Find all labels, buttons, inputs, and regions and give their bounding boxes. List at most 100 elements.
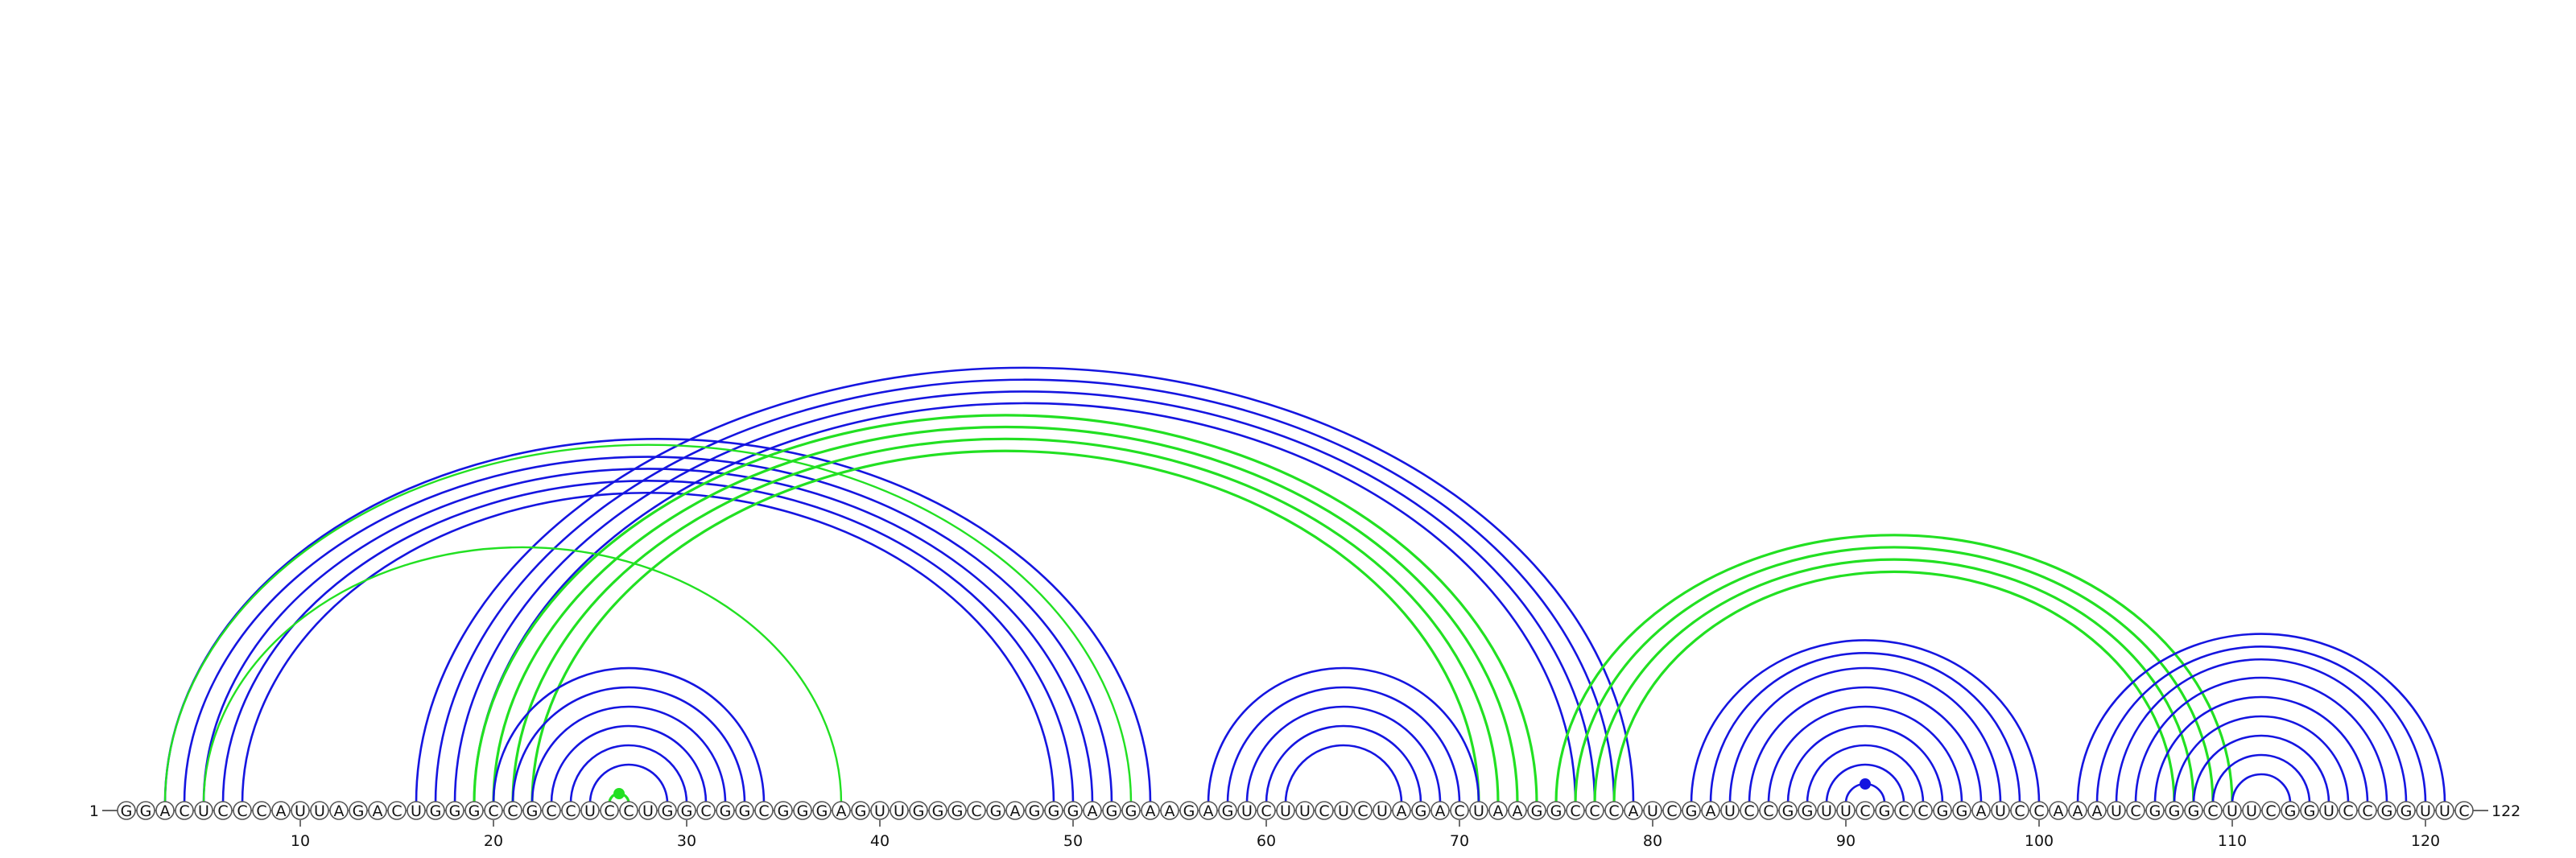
- base-pair-arc: [473, 414, 1538, 804]
- nucleotide-letter: G: [469, 802, 481, 820]
- nucleotide-letter: U: [1338, 802, 1349, 820]
- nucleotide-circle: [909, 801, 928, 820]
- nucleotide-circle: [213, 801, 233, 820]
- base-pair-arc: [2095, 646, 2427, 804]
- nucleotide-letter: G: [1686, 802, 1698, 820]
- tick-label: 70: [1450, 832, 1469, 850]
- nucleotide-letter: G: [2149, 802, 2161, 820]
- nucleotide-circle: [464, 801, 484, 820]
- nucleotide-letter: G: [1106, 802, 1118, 820]
- nucleotide: U: [2242, 801, 2261, 820]
- nucleotide: G: [1933, 801, 1952, 820]
- nucleotide-letter: C: [391, 802, 402, 820]
- nucleotide-letter: G: [1029, 802, 1041, 820]
- nucleotide: C: [619, 801, 638, 820]
- nucleotide-circle: [561, 801, 580, 820]
- nucleotide: A: [1005, 801, 1025, 820]
- nucleotide-letter: U: [2439, 802, 2450, 820]
- base-pair-arc: [1709, 652, 2021, 804]
- nucleotide-circle: [967, 801, 986, 820]
- nucleotide-letter: U: [1241, 802, 1253, 820]
- nucleotide: U: [1469, 801, 1488, 820]
- base-pair-arc: [1612, 570, 2176, 804]
- nucleotide: A: [1083, 801, 1102, 820]
- nucleotide-circle: [735, 801, 754, 820]
- nucleotide-letter: G: [952, 802, 964, 820]
- nucleotide-letter: G: [449, 802, 461, 820]
- nucleotide-circle: [677, 801, 696, 820]
- nucleotide: U: [1991, 801, 2010, 820]
- nucleotide: U: [2435, 801, 2454, 820]
- nucleotide-circle: [1662, 801, 1682, 820]
- nucleotide-circle: [522, 801, 542, 820]
- nucleotide-letter: G: [1550, 802, 1563, 820]
- nucleotide: C: [2029, 801, 2049, 820]
- nucleotide: G: [716, 801, 735, 820]
- start-position-label: 1: [89, 802, 99, 820]
- nucleotide: U: [1836, 801, 1856, 820]
- nucleotide-letter: G: [720, 802, 732, 820]
- nucleotide: G: [2165, 801, 2184, 820]
- nucleotide: C: [1894, 801, 1913, 820]
- nucleotide-circle: [1102, 801, 1121, 820]
- nucleotide: C: [1450, 801, 1469, 820]
- base-pair-arc: [2153, 695, 2369, 804]
- nucleotide: U: [580, 801, 600, 820]
- base-pair-arc: [1284, 744, 1403, 804]
- nucleotide: C: [696, 801, 716, 820]
- nucleotide-letter: G: [1222, 802, 1234, 820]
- nucleotide-letter: U: [1647, 802, 1658, 820]
- nucleotide-circle: [2126, 801, 2145, 820]
- nucleotide-letter: G: [2304, 802, 2316, 820]
- nucleotide: C: [2010, 801, 2029, 820]
- nucleotide-circle: [832, 801, 851, 820]
- nucleotide: C: [600, 801, 619, 820]
- nucleotide-circle: [1682, 801, 1701, 820]
- nucleotide: C: [2126, 801, 2145, 820]
- nucleotide: G: [851, 801, 870, 820]
- nucleotide: C: [967, 801, 986, 820]
- nucleotide: G: [426, 801, 445, 820]
- arc-group-blue-long-hairpin: [163, 438, 1152, 804]
- nucleotide: G: [2281, 801, 2300, 820]
- nucleotide-letter: C: [623, 802, 634, 820]
- base-pair-arc: [453, 390, 1596, 804]
- nucleotide-circle: [1701, 801, 1720, 820]
- tick-label: 80: [1643, 832, 1662, 850]
- nucleotide: C: [754, 801, 774, 820]
- nucleotide-letter: G: [353, 802, 365, 820]
- nucleotide-circle: [1450, 801, 1469, 820]
- nucleotide-circle: [1083, 801, 1102, 820]
- nucleotide-circle: [2416, 801, 2435, 820]
- nucleotide-circle: [1237, 801, 1257, 820]
- nucleotide-circle: [1199, 801, 1218, 820]
- nucleotide: A: [2087, 801, 2107, 820]
- nucleotide-letter: C: [2207, 802, 2218, 820]
- tick-label: 100: [2025, 832, 2054, 850]
- nucleotide-letter: G: [1183, 802, 1195, 820]
- nucleotide: A: [1624, 801, 1643, 820]
- nucleotide-circle: [310, 801, 329, 820]
- nucleotide-letter: U: [2323, 802, 2334, 820]
- nucleotide-circle: [1430, 801, 1450, 820]
- nucleotide-letter: C: [488, 802, 498, 820]
- nucleotide: G: [986, 801, 1005, 820]
- nucleotide: A: [1141, 801, 1160, 820]
- nucleotide-letter: U: [2111, 802, 2122, 820]
- nucleotide-letter: G: [2381, 802, 2393, 820]
- base-pair-arc: [202, 546, 843, 804]
- base-pair-arc: [1748, 686, 1983, 804]
- nucleotide-letter: A: [160, 802, 171, 820]
- nucleotide: C: [1759, 801, 1778, 820]
- tick-label: 40: [870, 832, 890, 850]
- nucleotide-circle: [1913, 801, 1933, 820]
- nucleotide-letter: A: [1146, 802, 1156, 820]
- nucleotide: A: [832, 801, 851, 820]
- nucleotide: G: [1778, 801, 1798, 820]
- nucleotide-circle: [1933, 801, 1952, 820]
- nucleotide-circle: [252, 801, 271, 820]
- nucleotide-circle: [2068, 801, 2087, 820]
- nucleotide-circle: [1759, 801, 1778, 820]
- base-pair-arc: [1245, 705, 1442, 804]
